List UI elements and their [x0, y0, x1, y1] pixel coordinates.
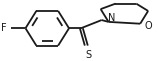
Text: N: N [108, 13, 115, 23]
Text: F: F [1, 23, 7, 33]
Text: S: S [86, 50, 92, 60]
Text: O: O [144, 21, 152, 30]
